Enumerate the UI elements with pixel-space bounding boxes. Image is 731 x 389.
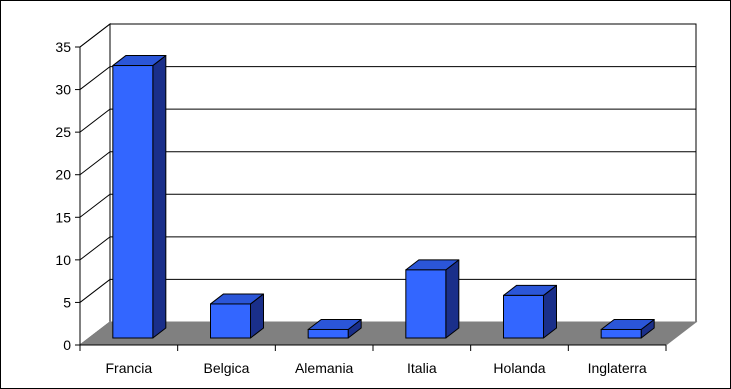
y-tick-label: 35 (55, 39, 71, 55)
bar (405, 259, 460, 339)
bar-front (112, 65, 154, 339)
bar-front (307, 328, 349, 339)
gridline (79, 193, 696, 218)
bar-front (503, 294, 544, 339)
y-tick-label: 30 (55, 82, 71, 98)
gridline (79, 66, 696, 90)
x-category-label: Italia (407, 360, 437, 376)
x-category-label: Alemania (295, 360, 354, 376)
gridlines (79, 23, 696, 303)
gridline (79, 236, 696, 261)
gridline (79, 23, 696, 48)
gridline (79, 151, 696, 176)
y-tick-label: 25 (55, 124, 71, 140)
side-wall (79, 22, 111, 347)
bar-front (405, 269, 447, 339)
bar (112, 55, 167, 339)
y-tick-label: 5 (63, 294, 71, 310)
bar (600, 318, 655, 339)
x-category-label: Belgica (204, 360, 250, 376)
bar (210, 293, 264, 339)
y-tick-label: 15 (55, 209, 71, 225)
y-tick-label: 0 (63, 337, 71, 353)
x-category-label: Francia (105, 360, 152, 376)
x-axis-category-labels: Francia Belgica Alemania Italia Holanda Ingla… (105, 360, 646, 376)
x-category-label: Holanda (493, 360, 545, 376)
bar-side (445, 259, 460, 339)
y-tick-label: 20 (55, 167, 71, 183)
bar (503, 284, 557, 339)
y-axis-tick-labels: 0 5 10 15 20 25 30 35 (55, 39, 71, 353)
bar (307, 318, 362, 339)
gridline (79, 108, 696, 133)
back-wall (109, 23, 697, 323)
y-tick-label: 10 (55, 252, 71, 268)
gridline (79, 278, 696, 303)
bars (112, 55, 655, 339)
chart-walls (79, 22, 697, 347)
x-category-label: Inglaterra (588, 360, 647, 376)
bar-front (600, 328, 642, 339)
bar-front (210, 303, 251, 339)
bar-side (152, 55, 167, 339)
axes (75, 46, 667, 351)
